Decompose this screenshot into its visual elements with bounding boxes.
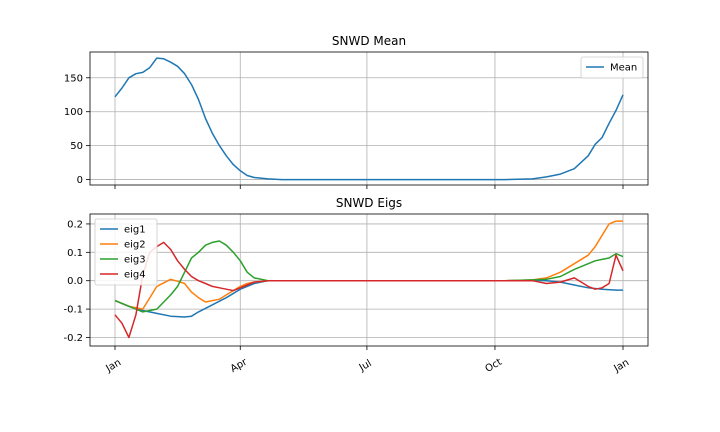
y-tick-label: 0.2: [67, 219, 83, 230]
chart-title: SNWD Mean: [332, 34, 406, 48]
legend-label-eig1: eig1: [124, 225, 146, 236]
legend-label-eig2: eig2: [124, 240, 146, 251]
y-tick-label: -0.1: [63, 305, 83, 316]
y-tick-label: 0.0: [67, 276, 83, 287]
plot-frame: [89, 213, 649, 347]
y-tick-label: 0: [77, 175, 83, 186]
legend: eig1 eig2 eig3 eig4: [94, 218, 158, 286]
y-tick-label: 0.1: [67, 248, 83, 259]
chart-title: SNWD Eigs: [336, 196, 402, 210]
series-line-eig3: [114, 240, 624, 313]
y-tick-label: 50: [70, 141, 83, 152]
legend-label-eig4: eig4: [124, 270, 146, 281]
y-tick-label: 100: [64, 107, 83, 118]
series-line-Mean: [114, 57, 624, 181]
y-tick-label: 150: [64, 73, 83, 84]
legend-box: [580, 56, 644, 79]
legend-label-Mean: Mean: [610, 63, 637, 74]
legend-box: [94, 218, 158, 286]
snwd-mean-panel: 0 50 100 150 SNWD Mean Mean: [64, 34, 649, 189]
plot-frame: [89, 51, 649, 186]
y-tick-label: -0.2: [63, 333, 83, 344]
legend-label-eig3: eig3: [124, 255, 146, 266]
legend: Mean: [580, 56, 644, 79]
